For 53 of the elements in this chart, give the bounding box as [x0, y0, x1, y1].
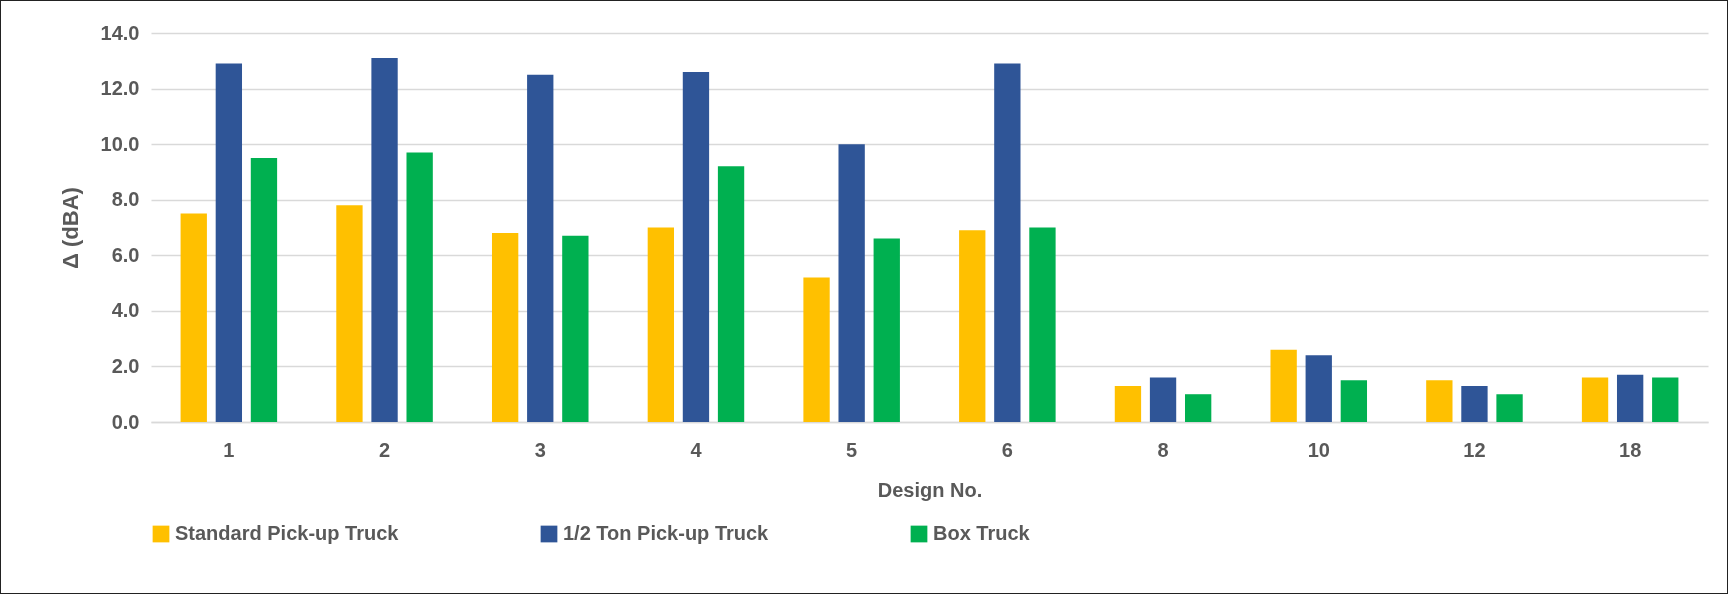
x-axis-title: Design No. [877, 478, 983, 501]
bar [1616, 374, 1644, 422]
y-tick-label: 14.0 [100, 21, 140, 44]
x-tick-label: 3 [534, 438, 546, 461]
y-tick-label: 4.0 [111, 299, 140, 322]
bar [371, 58, 398, 422]
bar [838, 144, 865, 422]
bar [336, 205, 363, 422]
x-tick-label: 12 [1463, 438, 1486, 461]
bar [1652, 377, 1679, 422]
x-tick-label: 4 [690, 438, 703, 461]
bar [1426, 380, 1453, 422]
bar [873, 238, 900, 422]
bar [682, 71, 710, 422]
y-tick-label: 6.0 [111, 243, 140, 266]
x-tick-label: 5 [846, 438, 858, 461]
y-tick-label: 8.0 [111, 188, 140, 211]
bar [250, 158, 278, 422]
x-tick-label: 1 [223, 438, 235, 461]
bar [959, 230, 986, 422]
bar [803, 277, 830, 422]
bar [1581, 377, 1609, 422]
bar [406, 152, 433, 422]
y-tick-label: 10.0 [100, 132, 140, 155]
x-tick-label: 2 [378, 438, 391, 461]
x-tick-label: 18 [1619, 438, 1642, 461]
legend-label: 1/2 Ton Pick-up Truck [563, 522, 770, 544]
x-tick-label: 10 [1307, 438, 1330, 461]
bar [1270, 349, 1297, 422]
y-tick-label: 2.0 [111, 354, 140, 377]
bar [994, 63, 1021, 422]
bar [527, 74, 554, 422]
bar [717, 166, 745, 422]
bar [1029, 227, 1056, 422]
bar [180, 213, 207, 422]
y-tick-label: 12.0 [100, 77, 140, 100]
bar [647, 227, 675, 422]
bar [1496, 394, 1523, 422]
x-tick-label: 6 [1001, 438, 1013, 461]
x-tick-label: 8 [1157, 438, 1169, 461]
bar [1305, 355, 1332, 422]
bar [1184, 394, 1212, 422]
bar [1149, 377, 1177, 422]
legend-label: Box Truck [933, 522, 1031, 544]
bar [562, 235, 589, 422]
legend-label: Standard Pick-up Truck [175, 522, 400, 544]
bar [491, 233, 519, 422]
bar [1340, 380, 1368, 422]
bar [215, 63, 243, 422]
bar [1461, 385, 1488, 422]
bar [1114, 385, 1142, 422]
y-axis-title: Δ (dBA) [57, 187, 83, 269]
y-tick-label: 0.0 [111, 410, 140, 433]
